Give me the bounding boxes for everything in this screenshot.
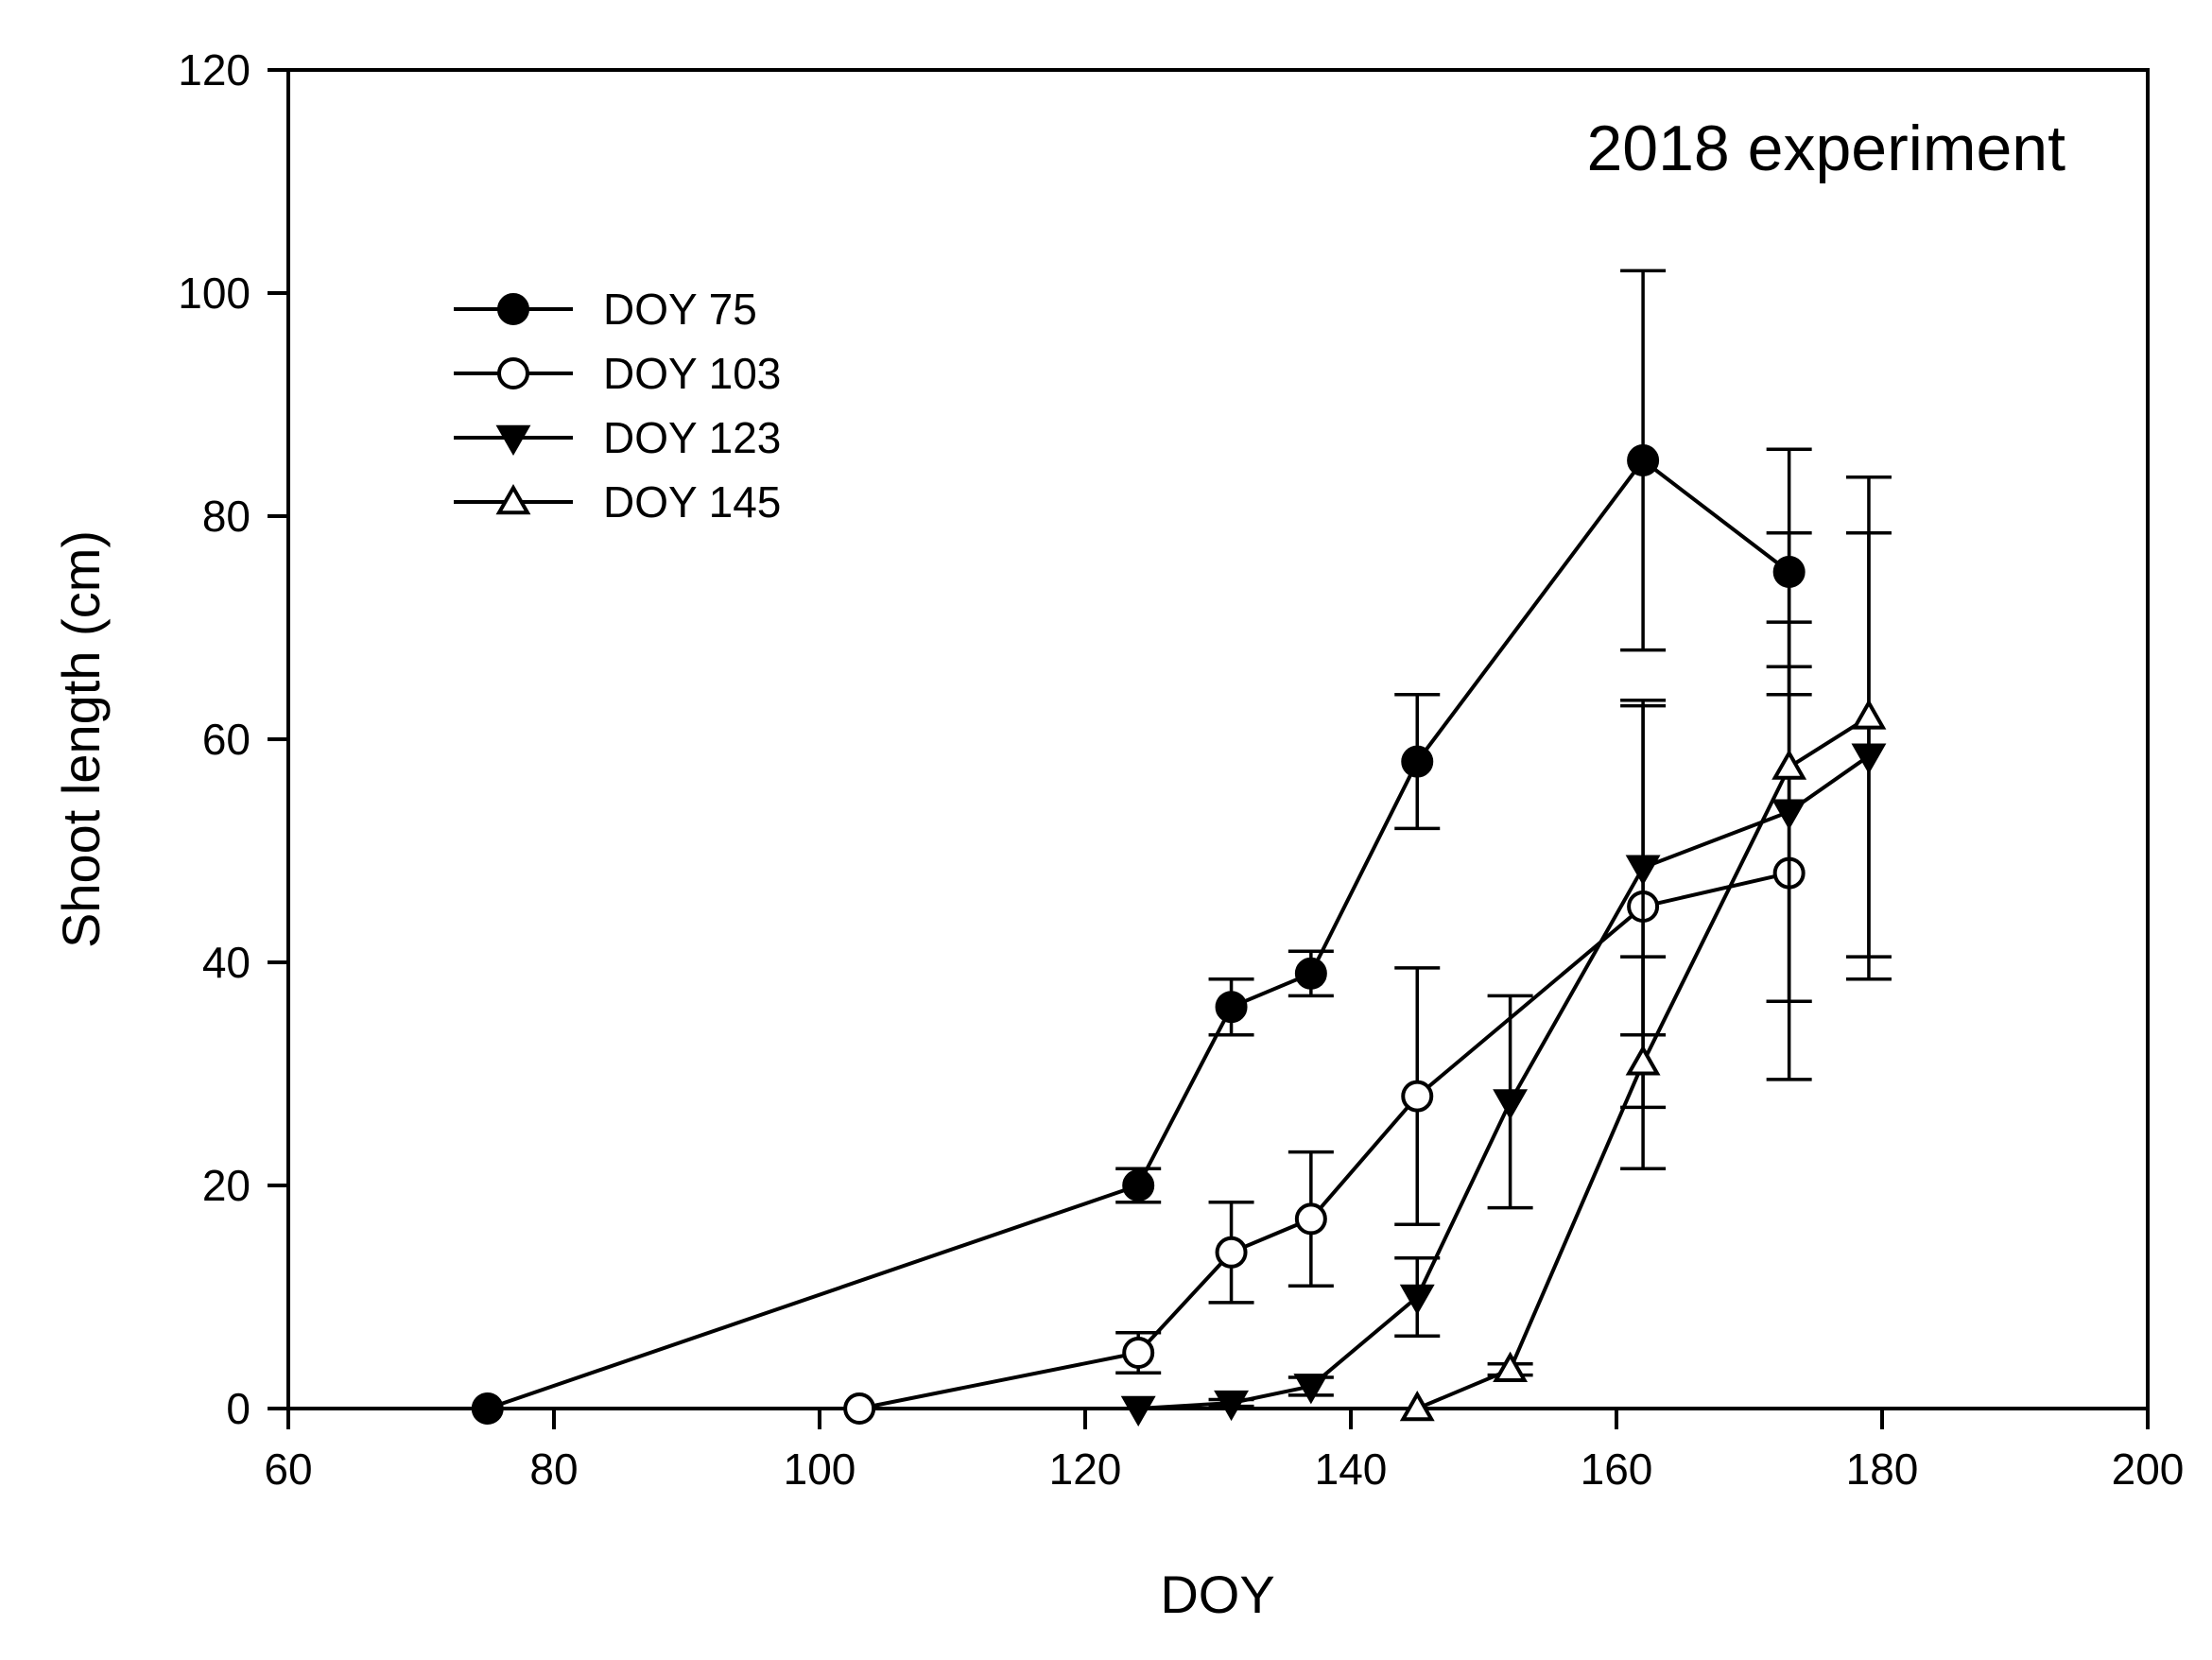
data-point (1294, 957, 1327, 990)
legend: DOY 75 DOY 103 DOY 123 DOY 145 (454, 285, 781, 527)
legend-label: DOY 145 (603, 477, 781, 527)
x-tick-label: 180 (1846, 1444, 1919, 1494)
y-axis-title: Shoot length (cm) (51, 530, 111, 948)
data-point (1399, 1390, 1435, 1422)
data-point (1625, 1045, 1661, 1076)
data-series (471, 268, 1892, 1427)
data-point (1851, 699, 1887, 730)
legend-label: DOY 123 (603, 413, 781, 462)
data-point (1771, 749, 1807, 780)
y-tick-label: 0 (226, 1384, 251, 1433)
data-point (1215, 1236, 1248, 1269)
y-tick-label: 100 (178, 268, 251, 318)
legend-label: DOY 75 (603, 285, 757, 334)
y-tick-label: 40 (202, 938, 251, 987)
x-tick-label: 200 (2112, 1444, 2185, 1494)
chart-annotation: 2018 experiment (1586, 112, 2065, 184)
legend-item-1: DOY 103 (454, 349, 781, 398)
data-point (1493, 1351, 1529, 1382)
legend-marker (497, 357, 529, 389)
y-tick-label: 80 (202, 492, 251, 541)
x-tick-label: 100 (784, 1444, 856, 1494)
legend-item-3: DOY 145 (454, 477, 781, 527)
x-tick-label: 160 (1581, 1444, 1653, 1494)
data-point (1294, 1202, 1327, 1236)
series-1 (843, 665, 1812, 1425)
x-tick-label: 60 (264, 1444, 312, 1494)
y-tick-label: 60 (202, 715, 251, 764)
legend-marker (495, 424, 531, 457)
series-line (487, 458, 1790, 1410)
y-tick-label: 120 (178, 45, 251, 95)
legend-label: DOY 103 (603, 349, 781, 398)
data-point (1122, 1337, 1155, 1369)
series-line (858, 871, 1790, 1410)
x-axis-title: DOY (1160, 1565, 1274, 1624)
data-point (471, 1392, 504, 1425)
y-tick-label: 20 (202, 1161, 251, 1210)
axis-ticks: 60 80 100 120 140 160 180 200 0 20 40 60 80 100 120 (178, 45, 2184, 1494)
x-tick-label: 140 (1315, 1444, 1388, 1494)
series-line (1138, 754, 1871, 1410)
data-point (1401, 745, 1434, 778)
series-3 (1399, 475, 1892, 1422)
data-point (1401, 1080, 1434, 1113)
legend-item-2: DOY 123 (454, 413, 781, 462)
data-point (843, 1392, 876, 1425)
x-tick-label: 120 (1049, 1444, 1122, 1494)
legend-marker (497, 293, 529, 325)
data-point (1122, 1169, 1155, 1202)
series-0 (471, 268, 1812, 1425)
data-point (1120, 1395, 1156, 1427)
data-point (1493, 1089, 1529, 1120)
x-tick-label: 80 (529, 1444, 578, 1494)
legend-item-0: DOY 75 (454, 285, 757, 334)
data-point (1625, 855, 1661, 886)
data-point (1627, 444, 1660, 476)
data-point (1399, 1284, 1435, 1316)
data-point (1215, 991, 1248, 1024)
data-point (1214, 1390, 1249, 1422)
data-point (1293, 1374, 1329, 1405)
legend-marker (495, 483, 531, 515)
